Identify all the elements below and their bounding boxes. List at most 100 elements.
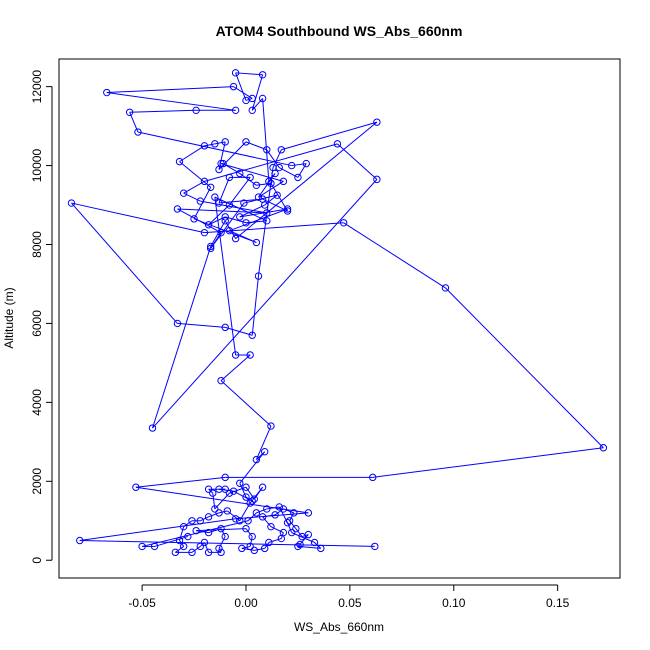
- data-point: [275, 503, 283, 511]
- data-point: [229, 487, 238, 495]
- data-point: [246, 173, 254, 182]
- series-segment: [203, 542, 210, 553]
- y-axis-title: Altitude (m): [2, 287, 16, 348]
- data-point: [217, 376, 225, 385]
- series-segment: [218, 536, 226, 549]
- data-point: [279, 177, 288, 186]
- series-segment: [445, 287, 604, 449]
- series-segment: [183, 520, 193, 528]
- data-point: [196, 517, 204, 525]
- series-segment: [208, 512, 220, 518]
- data-point: [132, 483, 140, 491]
- data-point: [290, 509, 298, 517]
- data-point: [217, 548, 225, 557]
- data-point: [261, 448, 269, 456]
- series-segment: [229, 208, 288, 232]
- series-segment: [204, 222, 344, 234]
- series-segment: [196, 528, 247, 532]
- series-segment: [241, 545, 251, 549]
- series-segment: [297, 163, 307, 178]
- data-point: [277, 146, 286, 154]
- data-point: [246, 351, 254, 359]
- data-point: [223, 507, 232, 515]
- x-tick-label: 0.15: [546, 596, 570, 610]
- data-point: [242, 96, 250, 105]
- data-point: [179, 189, 188, 197]
- data-point: [221, 323, 229, 332]
- series-segment: [264, 194, 278, 206]
- data-point: [204, 221, 213, 229]
- data-point: [200, 228, 209, 237]
- data-point: [246, 542, 254, 551]
- data-point: [188, 517, 196, 525]
- data-point: [242, 138, 250, 146]
- data-point: [196, 197, 204, 205]
- data-point: [138, 542, 146, 551]
- data-point: [175, 157, 184, 166]
- data-point: [217, 228, 225, 237]
- series-segment: [214, 141, 226, 145]
- data-point: [248, 106, 256, 115]
- series-segment: [135, 476, 226, 488]
- data-point: [304, 530, 313, 539]
- x-axis: -0.05 0.00 0.05 0.10 0.15: [128, 584, 570, 610]
- series-segment: [218, 141, 247, 170]
- y-tick-label: 10000: [30, 149, 44, 183]
- series-segment: [220, 354, 251, 382]
- data-point: [261, 544, 269, 553]
- data-point: [371, 542, 379, 551]
- data-point: [225, 201, 234, 209]
- series-segment: [79, 518, 236, 542]
- series-segment: [270, 526, 284, 534]
- data-point: [148, 424, 157, 432]
- data-point: [254, 272, 263, 280]
- y-axis: 0 2000 4000 6000 8000 10000 12000: [30, 70, 53, 564]
- data-point: [285, 517, 294, 525]
- data-point: [179, 542, 188, 551]
- series-segment: [245, 486, 255, 500]
- series-segment: [245, 528, 253, 537]
- data-point: [221, 532, 229, 541]
- data-point: [175, 536, 184, 545]
- data-point: [263, 217, 271, 225]
- series-segment: [210, 202, 245, 249]
- data-point: [265, 538, 273, 547]
- series-segment: [235, 72, 263, 76]
- data-point: [221, 473, 229, 482]
- data-point: [150, 542, 159, 551]
- data-point: [599, 444, 608, 452]
- series-segment: [268, 538, 282, 543]
- data-point: [258, 483, 267, 491]
- data-point: [206, 183, 215, 191]
- data-point: [294, 542, 302, 551]
- data-point: [171, 548, 180, 557]
- data-point: [246, 499, 254, 507]
- data-point: [294, 173, 302, 182]
- series-segment: [191, 546, 201, 553]
- data-point: [204, 548, 213, 557]
- series-segment: [266, 506, 280, 510]
- data-point: [236, 517, 244, 525]
- data-point: [196, 542, 204, 551]
- series-segment: [239, 451, 266, 484]
- data-point: [242, 219, 250, 227]
- series-segment: [247, 512, 257, 522]
- data-point: [215, 509, 223, 517]
- series-segment: [343, 222, 446, 289]
- data-point: [248, 532, 256, 541]
- data-point: [215, 199, 223, 207]
- data-point: [211, 193, 219, 201]
- series-segment: [251, 98, 263, 111]
- data-point: [200, 177, 209, 186]
- y-tick-label: 4000: [30, 389, 44, 416]
- series-segment: [218, 548, 222, 553]
- series-segment: [200, 200, 267, 214]
- series-segment: [239, 204, 265, 218]
- x-axis-title: WS_Abs_660nm: [294, 620, 384, 634]
- data-point: [231, 351, 240, 359]
- data-point: [263, 209, 271, 217]
- series-segment: [289, 512, 295, 522]
- data-point: [192, 526, 200, 535]
- data-point: [252, 238, 261, 247]
- data-point: [215, 544, 223, 553]
